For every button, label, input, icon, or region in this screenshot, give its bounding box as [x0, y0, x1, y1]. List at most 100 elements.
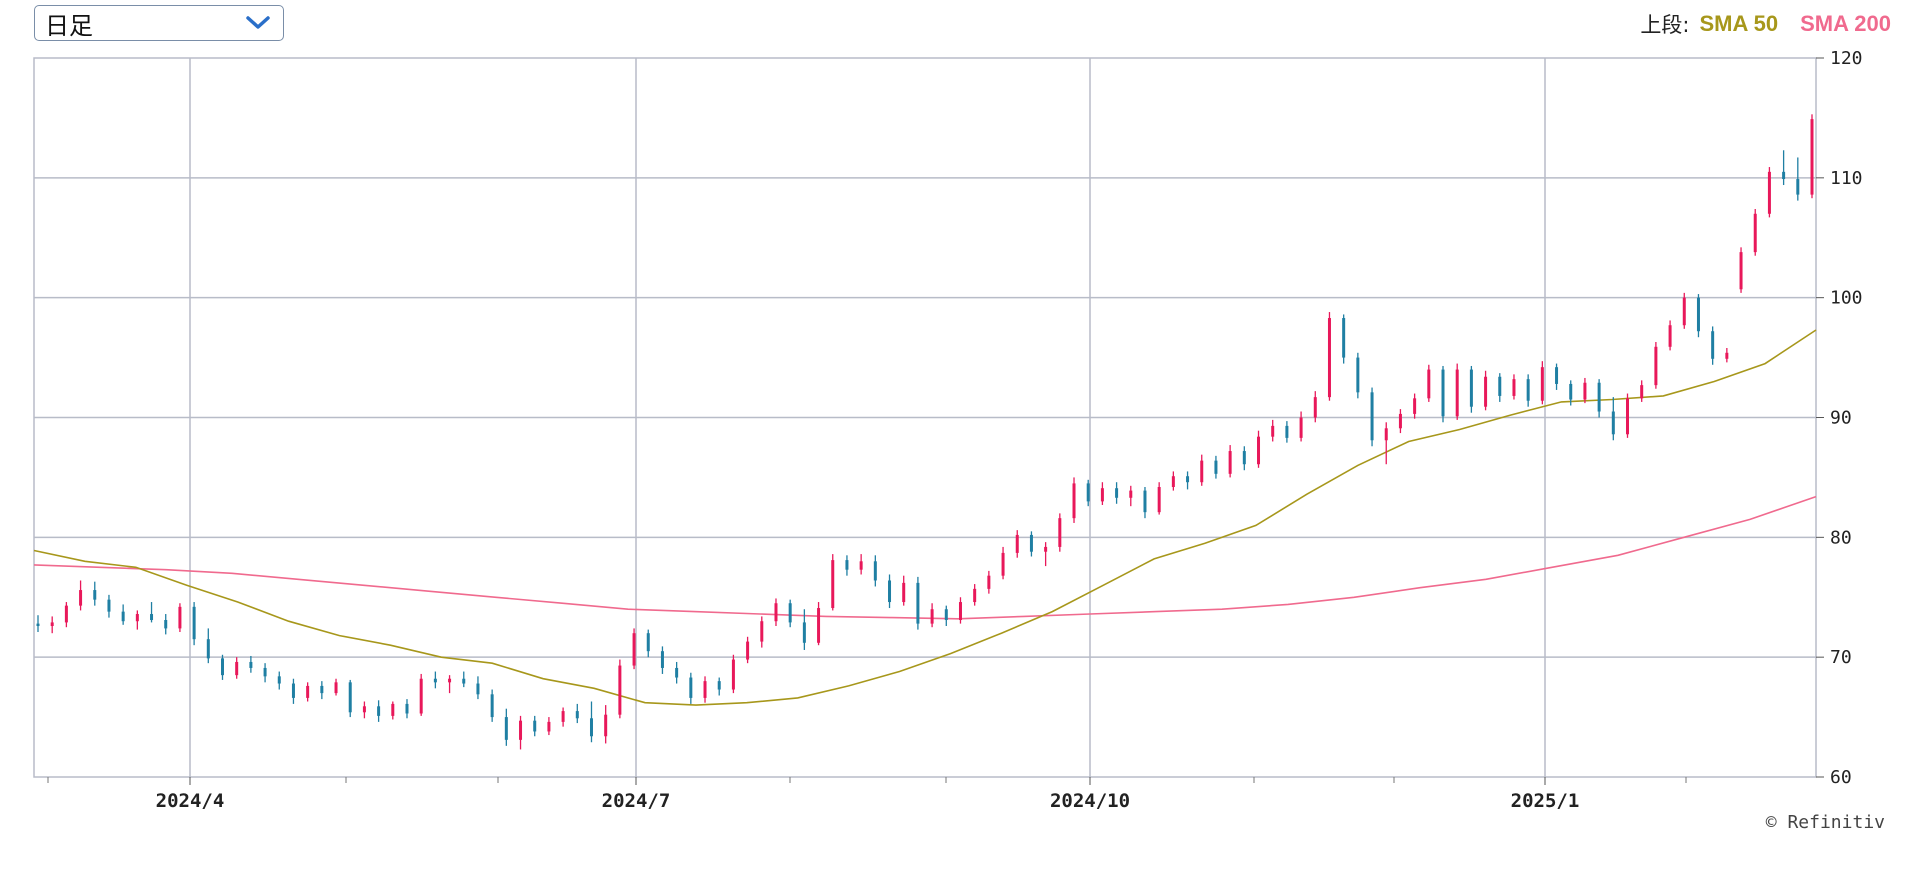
candle	[1441, 365, 1445, 423]
candle	[1796, 157, 1800, 201]
candle	[1526, 374, 1530, 407]
candle	[1029, 531, 1033, 557]
y-tick-label: 70	[1830, 647, 1852, 668]
candle-body	[1739, 252, 1743, 290]
candle-body	[831, 560, 835, 609]
candle-body	[1583, 382, 1587, 400]
candle-body	[1327, 318, 1331, 398]
candle-body	[1271, 425, 1275, 437]
candle	[1498, 373, 1502, 402]
candle-body	[504, 717, 508, 740]
candle	[1725, 347, 1729, 363]
candle-body	[1044, 546, 1048, 552]
candle-body	[391, 703, 395, 716]
candle-body	[1427, 369, 1431, 399]
candle-body	[1370, 392, 1374, 441]
candle	[1228, 445, 1232, 478]
candle-body	[1072, 483, 1076, 519]
candle-body	[1654, 346, 1658, 386]
candle	[519, 715, 523, 750]
candle-body	[1569, 383, 1573, 400]
candle-body	[206, 639, 210, 659]
candle	[135, 610, 139, 630]
candle-body	[618, 665, 622, 715]
y-tick-label: 80	[1830, 527, 1852, 548]
candle-body	[1129, 490, 1133, 498]
candle	[1611, 397, 1615, 441]
candle-body	[164, 620, 168, 629]
candle	[831, 554, 835, 611]
candle-body	[1611, 411, 1615, 435]
candle	[1342, 314, 1346, 364]
candle	[334, 678, 338, 696]
candle-body	[1455, 369, 1459, 417]
candle-body	[1228, 451, 1232, 474]
candle-body	[703, 681, 707, 698]
candle-body	[93, 590, 97, 600]
candle-body	[220, 658, 224, 676]
candle-body	[1186, 476, 1190, 483]
candle-body	[575, 711, 579, 719]
candle-body	[1441, 369, 1445, 417]
candle-body	[1058, 518, 1062, 547]
candle	[1299, 411, 1303, 442]
candles-layer	[36, 114, 1814, 750]
candle-body	[150, 614, 154, 621]
candle-body	[746, 641, 750, 660]
candle-body	[306, 685, 310, 698]
candle	[1100, 482, 1104, 505]
candle-body	[958, 602, 962, 621]
candle-body	[717, 681, 721, 690]
candle	[774, 598, 778, 627]
candle	[220, 654, 224, 680]
candle	[1384, 422, 1388, 465]
candle	[604, 705, 608, 744]
x-tick-label: 2024/7	[602, 790, 671, 812]
sma50-layer	[33, 329, 1817, 706]
candle	[150, 602, 154, 623]
candle	[1115, 482, 1119, 504]
chevron-down-icon	[245, 15, 271, 31]
candle-body	[561, 711, 565, 722]
candle	[107, 594, 111, 618]
candle	[1569, 380, 1573, 406]
candle	[64, 602, 68, 628]
candle-body	[1398, 413, 1402, 429]
candle	[760, 616, 764, 648]
candle-body	[1725, 352, 1729, 359]
y-tick-label: 120	[1830, 48, 1863, 69]
candle-body	[589, 718, 593, 737]
candle-body	[1356, 357, 1360, 393]
candle	[533, 715, 537, 737]
candle	[1753, 208, 1757, 256]
candle	[1626, 393, 1630, 438]
candle-body	[1469, 369, 1473, 407]
candle	[675, 661, 679, 684]
candle-body	[604, 714, 608, 737]
candle-body	[802, 622, 806, 643]
x-tick-label: 2025/1	[1511, 790, 1580, 812]
candle-body	[1100, 488, 1104, 502]
candle	[1285, 421, 1289, 443]
candle-body	[1753, 213, 1757, 253]
candle	[1711, 326, 1715, 365]
candle	[1555, 363, 1559, 390]
candle	[1597, 379, 1601, 418]
candle	[50, 616, 54, 634]
x-tick-label: 2024/4	[156, 790, 225, 812]
period-select[interactable]: 日足	[34, 5, 284, 41]
candle	[206, 628, 210, 664]
candle-body	[1810, 119, 1814, 195]
candle-body	[1484, 376, 1488, 407]
candle	[575, 703, 579, 724]
candle-body	[419, 678, 423, 714]
candle	[362, 701, 366, 719]
candle	[902, 575, 906, 606]
candle-body	[377, 706, 381, 716]
legend-sma200: SMA 200	[1800, 11, 1891, 36]
candle	[973, 584, 977, 606]
candle-body	[646, 633, 650, 652]
candle-body	[1555, 367, 1559, 384]
candle	[490, 689, 494, 722]
candle	[1058, 513, 1062, 552]
